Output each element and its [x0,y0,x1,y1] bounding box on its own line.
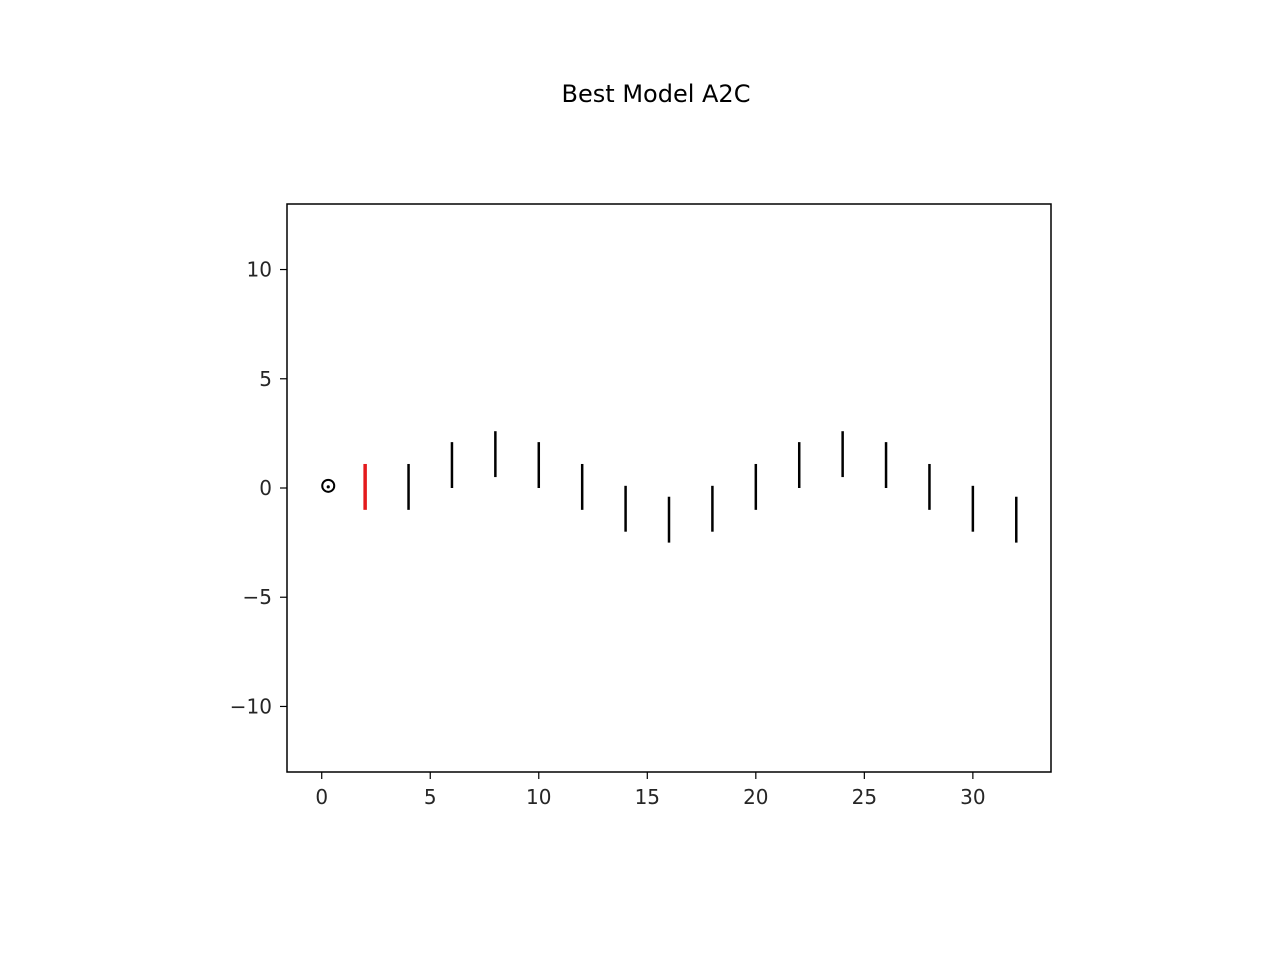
chart-title: Best Model A2C [562,80,751,108]
y-tick-label: 0 [259,476,272,500]
agent-marker-group [321,478,336,493]
x-tick-label: 15 [635,785,660,809]
x-tick-label: 5 [424,785,437,809]
axes: 0 5 10 15 20 25 30 10 5 0 −5 −10 [230,203,1052,809]
x-tick-label: 10 [526,785,551,809]
y-tick-label: −10 [230,694,272,718]
y-tick-label: −5 [243,585,272,609]
x-tick-label: 0 [315,785,328,809]
x-tick-label: 20 [743,785,768,809]
y-tick-label: 5 [259,367,272,391]
agent-marker [321,478,336,493]
agent-marker-center [326,485,330,489]
y-tick-label: 10 [247,258,272,282]
x-tick-label: 25 [852,785,877,809]
x-tick-label: 30 [960,785,985,809]
gate-series [363,431,1018,543]
